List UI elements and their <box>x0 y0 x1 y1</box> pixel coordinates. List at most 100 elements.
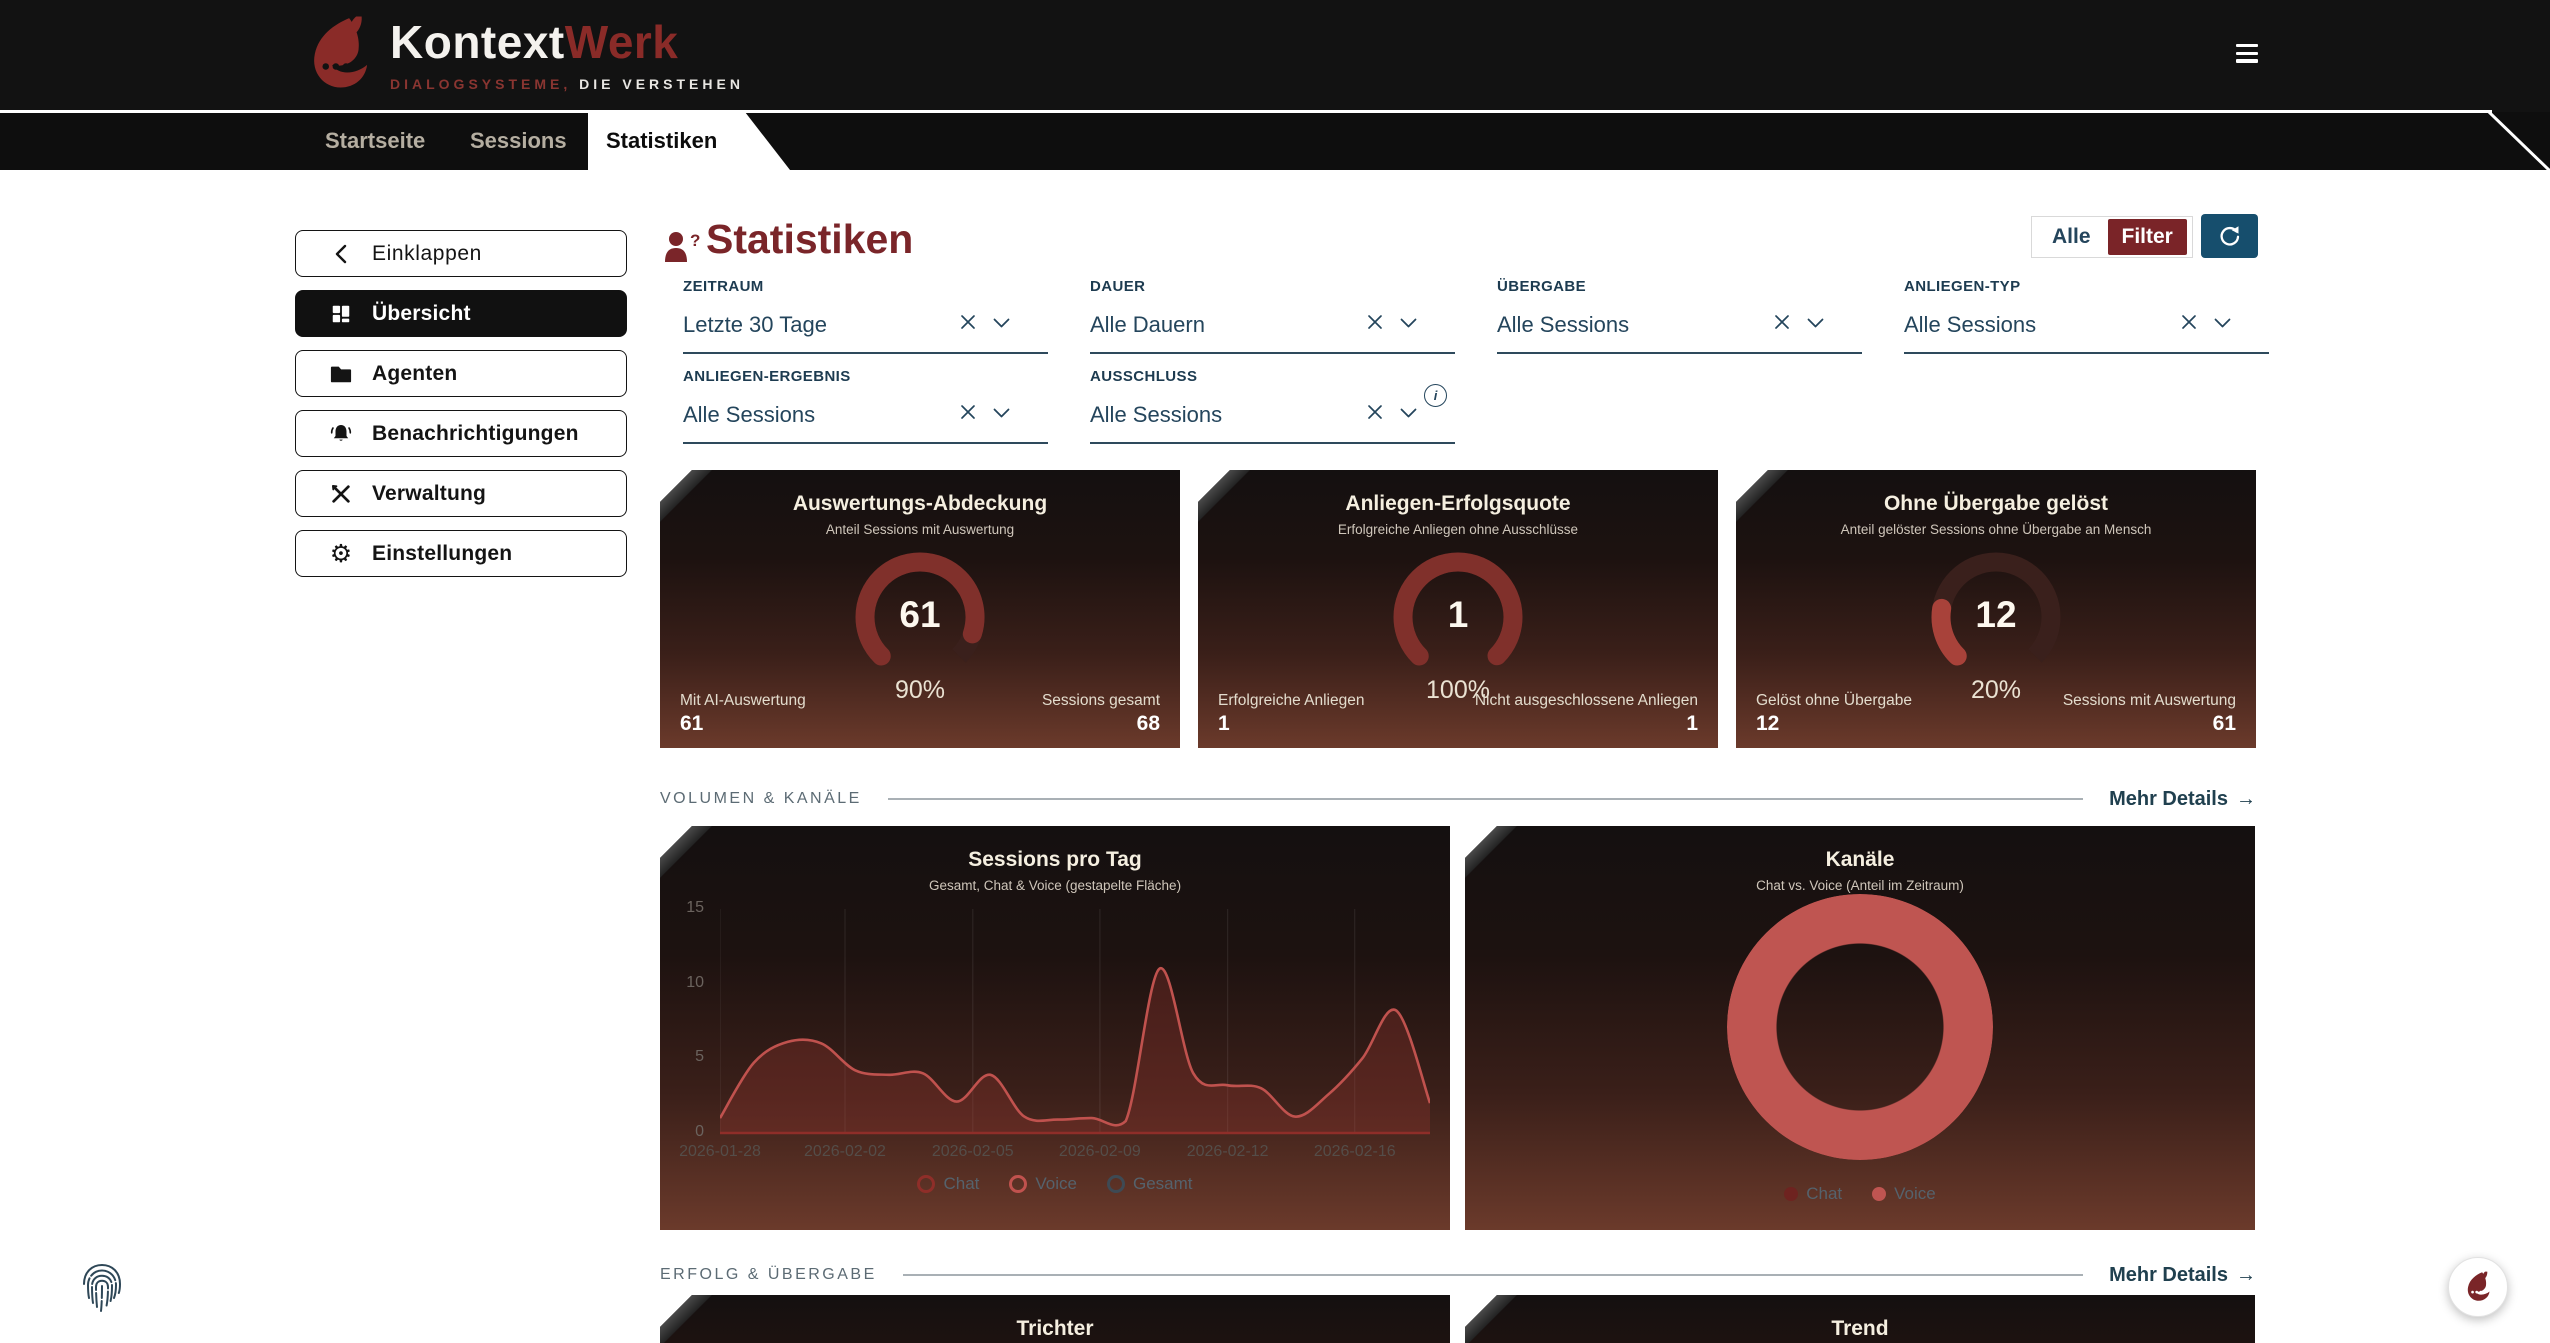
legend-item-chat[interactable]: Chat <box>917 1174 979 1194</box>
tab-startseite[interactable]: Startseite <box>325 128 426 153</box>
sidebar-item-uebersicht[interactable]: Übersicht <box>295 290 627 337</box>
alle-filter-toggle: Alle Filter <box>2031 216 2193 258</box>
nav-top-line <box>0 110 2492 113</box>
info-icon[interactable]: i <box>1424 384 1447 407</box>
line-chart-legend: Chat Voice Gesamt <box>660 1174 1450 1194</box>
person-question-icon: ? <box>665 231 700 262</box>
tools-icon <box>326 483 356 505</box>
chevron-down-icon[interactable] <box>2214 318 2231 328</box>
sidebar-item-benachrichtigungen[interactable]: Benachrichtigungen <box>295 410 627 457</box>
brand-tagline-red: DIALOGSYSTEME, <box>390 76 572 92</box>
gauge-chart <box>1383 542 1533 692</box>
filter-label: DAUER <box>1090 278 1146 295</box>
filter-ausschluss[interactable]: AUSSCHLUSS Alle Sessions i <box>1090 358 1455 444</box>
donut-chart <box>1727 894 1993 1160</box>
filter-button[interactable]: Filter <box>2107 219 2187 255</box>
filter-anliegen-ergebnis[interactable]: ANLIEGEN-ERGEBNIS Alle Sessions <box>683 358 1048 444</box>
x-tick-label: 2026-02-12 <box>1186 1143 1269 1160</box>
brand-text: KontextWerk DIALOGSYSTEME, DIE VERSTEHEN <box>390 10 744 92</box>
kpi-stat-left: Mit AI-Auswertung 61 <box>680 692 806 735</box>
kpi-stat-right: Sessions mit Auswertung 61 <box>2062 692 2236 735</box>
app-header: KontextWerk DIALOGSYSTEME, DIE VERSTEHEN <box>0 0 2550 112</box>
y-tick-label: 15 <box>686 899 704 916</box>
filter-value: Alle Sessions <box>1904 312 2037 337</box>
clear-icon[interactable] <box>960 404 976 420</box>
legend-marker <box>1872 1187 1887 1201</box>
clear-icon[interactable] <box>2181 314 2197 330</box>
line-chart-plot <box>718 909 1432 1135</box>
alle-button[interactable]: Alle <box>2052 225 2091 248</box>
chevron-down-icon[interactable] <box>1807 318 1824 328</box>
filter-value: Alle Sessions <box>1090 402 1223 427</box>
filter-zeitraum[interactable]: ZEITRAUM Letzte 30 Tage <box>683 268 1048 354</box>
section-title: VOLUMEN & KANÄLE <box>660 790 862 807</box>
chevron-down-icon[interactable] <box>1400 408 1417 418</box>
sidebar-item-label: Übersicht <box>372 301 471 325</box>
sidebar: Einklappen Übersicht Agenten Benachricht… <box>295 230 627 590</box>
hamburger-menu-icon[interactable] <box>2236 44 2260 64</box>
clear-icon[interactable] <box>960 314 976 330</box>
y-tick-label: 0 <box>695 1123 704 1140</box>
y-tick-label: 10 <box>686 973 704 991</box>
kpi-title: Anliegen-Erfolgsquote <box>1345 492 1571 515</box>
clear-icon[interactable] <box>1367 314 1383 330</box>
sidebar-item-agenten[interactable]: Agenten <box>295 350 627 397</box>
refresh-button[interactable] <box>2201 214 2258 258</box>
filter-value: Letzte 30 Tage <box>683 312 827 337</box>
sidebar-item-einstellungen[interactable]: ⚙ Einstellungen <box>295 530 627 577</box>
filter-anliegen-typ[interactable]: ANLIEGEN-TYP Alle Sessions <box>1904 268 2269 354</box>
filter-value: Alle Sessions <box>1497 312 1630 337</box>
filter-dauer[interactable]: DAUER Alle Dauern <box>1090 268 1455 354</box>
chevron-down-icon[interactable] <box>1400 318 1417 328</box>
section-divider <box>887 798 2084 800</box>
sidebar-item-label: Agenten <box>372 361 458 385</box>
legend-marker <box>1106 1175 1125 1193</box>
legend-item-gesamt[interactable]: Gesamt <box>1106 1174 1193 1194</box>
brand-tagline-white: DIE VERSTEHEN <box>579 76 744 92</box>
filter-label: ANLIEGEN-ERGEBNIS <box>683 368 851 385</box>
section-divider <box>902 1274 2084 1276</box>
clear-icon[interactable] <box>1367 404 1383 420</box>
tab-sessions[interactable]: Sessions <box>470 128 567 153</box>
section-volumen-kanaele: VOLUMEN & KANÄLE Mehr Details → <box>660 786 2256 812</box>
legend-marker <box>1784 1187 1799 1201</box>
brand-name-primary: Kontext <box>390 16 565 68</box>
gear-icon: ⚙ <box>329 539 353 568</box>
chart-card-trend: Trend Tägliche Raten (in %) <box>1465 1295 2255 1343</box>
brand-name-secondary: Werk <box>564 16 679 68</box>
fingerprint-icon[interactable] <box>76 1260 128 1316</box>
tab-statistiken[interactable]: Statistiken <box>588 112 790 170</box>
kpi-card-ohne-uebergabe-geloest: Ohne Übergabe gelöst Anteil gelöster Ses… <box>1736 470 2256 748</box>
mehr-details-link[interactable]: Mehr Details → <box>2109 787 2256 810</box>
kpi-stat-left: Erfolgreiche Anliegen 1 <box>1218 692 1365 735</box>
x-tick-label: 2026-02-09 <box>1058 1143 1141 1160</box>
kpi-stat-right: Nicht ausgeschlossene Anliegen 1 <box>1474 692 1698 735</box>
section-title: ERFOLG & ÜBERGABE <box>660 1266 877 1283</box>
gauge-chart <box>1921 542 2071 692</box>
legend-marker <box>917 1175 936 1193</box>
filter-value: Alle Sessions <box>683 402 816 427</box>
mehr-details-link[interactable]: Mehr Details → <box>2109 1263 2256 1286</box>
chart-card-trichter: Trichter Anliegen gesamt → nicht ausgesc… <box>660 1295 1450 1343</box>
x-tick-label: 2026-02-16 <box>1313 1143 1396 1160</box>
chart-title: Trend <box>1831 1317 1889 1340</box>
kpi-card-auswertungs-abdeckung: Auswertungs-Abdeckung Anteil Sessions mi… <box>660 470 1180 748</box>
section-erfolg-uebergabe: ERFOLG & ÜBERGABE Mehr Details → <box>660 1262 2256 1288</box>
brand-logo[interactable]: KontextWerk DIALOGSYSTEME, DIE VERSTEHEN <box>300 10 744 98</box>
kpi-subtitle: Anteil gelöster Sessions ohne Übergabe a… <box>1840 522 2152 537</box>
legend-item-voice[interactable]: Voice <box>1009 1174 1077 1194</box>
chevron-down-icon[interactable] <box>993 318 1010 328</box>
filter-label: ZEITRAUM <box>683 278 764 295</box>
filter-uebergabe[interactable]: ÜBERGABE Alle Sessions <box>1497 268 1862 354</box>
chevron-down-icon[interactable] <box>993 408 1010 418</box>
legend-item-voice[interactable]: Voice <box>1872 1184 1936 1204</box>
legend-item-chat[interactable]: Chat <box>1784 1184 1842 1204</box>
sidebar-item-verwaltung[interactable]: Verwaltung <box>295 470 627 517</box>
clear-icon[interactable] <box>1774 314 1790 330</box>
x-tick-label: 2026-02-05 <box>931 1143 1014 1160</box>
sidebar-item-label: Einstellungen <box>372 541 513 565</box>
chat-widget-launcher[interactable] <box>2448 1257 2508 1317</box>
sidebar-collapse-button[interactable]: Einklappen <box>295 230 627 277</box>
page-title: Statistiken <box>706 216 914 262</box>
